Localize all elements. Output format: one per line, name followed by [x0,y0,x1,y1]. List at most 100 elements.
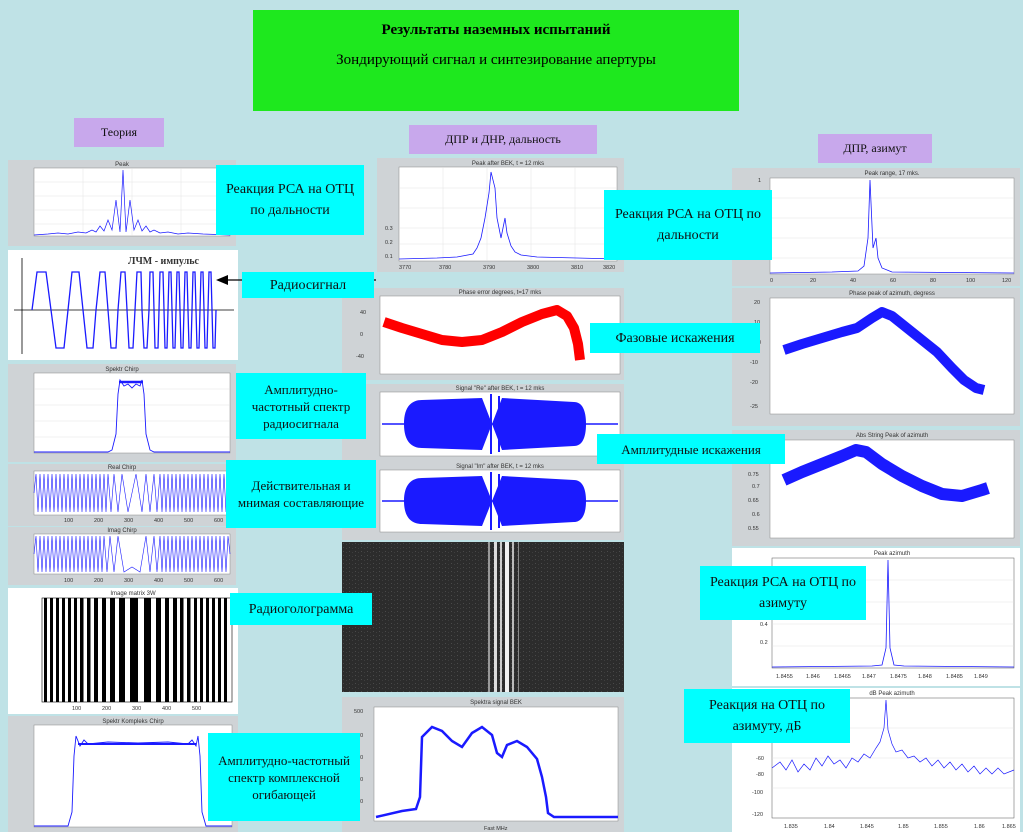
svg-text:1.848: 1.848 [918,674,932,680]
svg-text:1.86: 1.86 [974,824,985,830]
svg-text:1.845: 1.845 [860,824,874,830]
plot-phase-peak-azimuth: Phase peak of azimuth, degress 20100-10-… [732,288,1020,426]
svg-text:500: 500 [354,709,363,715]
svg-text:1: 1 [758,178,761,184]
svg-text:1.8475: 1.8475 [890,674,907,680]
plot-title: ЛЧМ - импульс [128,256,200,267]
svg-text:0.65: 0.65 [748,498,759,504]
svg-text:-10: -10 [750,360,758,366]
svg-text:3820: 3820 [603,265,615,271]
caption-radiosignal: Радиосигнал [242,272,374,298]
svg-text:80: 80 [930,278,936,284]
svg-text:1.8485: 1.8485 [946,674,963,680]
plot-spektr-kompleks: Spektr Kompleks Chirp [8,716,238,832]
svg-text:100: 100 [966,278,975,284]
caption-range-response-right: Реакция РСА на ОТЦ по дальности [604,190,772,260]
svg-text:-20: -20 [750,380,758,386]
svg-text:400: 400 [154,578,163,584]
caption-complex-envelope-spectrum: Амплитудно-частотный спектр комплексной … [208,733,360,821]
svg-text:-60: -60 [756,756,764,762]
page-title: Результаты наземных испытаний [381,22,611,38]
svg-text:3800: 3800 [527,265,539,271]
svg-text:0: 0 [360,332,363,338]
caption-amplitude-distortion: Амплитудные искажения [597,434,785,464]
plot-spektr-chirp: Spektr Chirp [8,364,236,462]
svg-text:200: 200 [94,518,103,524]
plot-real-chirp: Real Chirp 100 200 300 400 500 600 [8,464,236,526]
plot-title: Peak range, 17 mks. [864,171,919,177]
svg-text:0.7: 0.7 [752,484,760,490]
caption-azimuth-response: Реакция РСА на ОТЦ по азимуту [700,566,866,620]
plot-title: Image matrix 3W [110,591,156,597]
svg-text:-100: -100 [752,790,763,796]
plot-title: Spektr Chirp [105,367,139,373]
svg-text:500: 500 [184,578,193,584]
plot-phase-error: Phase error degrees, t=17 mks 40 0 -40 [342,288,624,380]
svg-text:1.84: 1.84 [824,824,835,830]
svg-text:3790: 3790 [483,265,495,271]
caption-hologram: Радиоголограмма [230,593,372,625]
section-dpr-azimuth: ДПР, азимут [818,134,932,163]
svg-text:-40: -40 [356,354,364,360]
x-axis-label: Fast MHz [484,826,508,832]
svg-text:3780: 3780 [439,265,451,271]
svg-text:600: 600 [214,518,223,524]
page-subtitle: Зондирующий сигнал и синтезирование апер… [336,52,656,68]
svg-text:0.4: 0.4 [760,622,768,628]
svg-text:0.1: 0.1 [385,254,393,260]
svg-text:20: 20 [810,278,816,284]
svg-text:1.8455: 1.8455 [776,674,793,680]
plot-title: Peak [115,162,130,168]
section-dpr-dnr: ДПР и ДНР, дальность [409,125,597,154]
svg-text:100: 100 [64,518,73,524]
plot-title: Phase peak of azimuth, degress [849,291,935,297]
caption-real-imag: Действительная и мнимая составляющие [226,460,376,528]
caption-range-response-left: Реакция РСА на ОТЦ по дальности [216,165,364,235]
plot-title: Peak after BEK, t = 12 mks [472,161,544,167]
caption-azimuth-response-db: Реакция на ОТЦ по азимуту, дБ [684,689,850,743]
title-banner: Результаты наземных испытаний Зондирующи… [253,10,739,111]
radio-hologram-image [342,542,624,692]
svg-text:0.55: 0.55 [748,526,759,532]
plot-title: Spektr Kompleks Chirp [102,719,164,725]
plot-imag-chirp: Imag Chirp 100 200 300 400 500 600 [8,527,236,585]
plot-title: Signal "Re" after BEK, t = 12 mks [456,386,545,392]
svg-text:-80: -80 [756,772,764,778]
svg-text:3810: 3810 [571,265,583,271]
section-theory: Теория [74,118,164,147]
svg-text:1.847: 1.847 [862,674,876,680]
svg-text:1.855: 1.855 [934,824,948,830]
svg-text:100: 100 [64,578,73,584]
plot-peak: Peak [8,160,236,246]
svg-text:40: 40 [850,278,856,284]
plot-lchm: ЛЧМ - импульс [8,250,238,360]
svg-text:40: 40 [360,310,366,316]
caption-amp-freq-spectrum: Амплитудно-частотный спектр радиосигнала [236,373,366,439]
caption-phase-distortion: Фазовые искажения [590,323,760,353]
svg-text:0.2: 0.2 [760,640,768,646]
svg-text:0: 0 [770,278,773,284]
svg-text:200: 200 [94,578,103,584]
svg-text:1.85: 1.85 [898,824,909,830]
svg-text:120: 120 [1002,278,1011,284]
svg-text:600: 600 [214,578,223,584]
plot-peak-range: Peak range, 17 mks. 1 0 20 40 60 80 100 120 [732,168,1020,286]
svg-text:1.849: 1.849 [974,674,988,680]
plot-title: Abs String Peak of azimuth [856,433,928,439]
svg-text:500: 500 [192,706,201,712]
plot-title: Real Chirp [108,465,137,471]
svg-text:1.865: 1.865 [1002,824,1016,830]
svg-text:100: 100 [72,706,81,712]
svg-text:1.846: 1.846 [806,674,820,680]
svg-text:0.2: 0.2 [385,240,393,246]
svg-text:1.835: 1.835 [784,824,798,830]
svg-text:0.3: 0.3 [385,226,393,232]
plot-title: Spektra signal BEK [470,700,522,706]
svg-text:200: 200 [102,706,111,712]
svg-text:300: 300 [124,578,133,584]
plot-title: Phase error degrees, t=17 mks [459,290,542,296]
plot-title: Imag Chirp [107,528,137,534]
svg-text:300: 300 [132,706,141,712]
plot-spektra-bek: Spektra signal BEK 500400300200100 Fast … [342,697,624,832]
svg-text:500: 500 [184,518,193,524]
